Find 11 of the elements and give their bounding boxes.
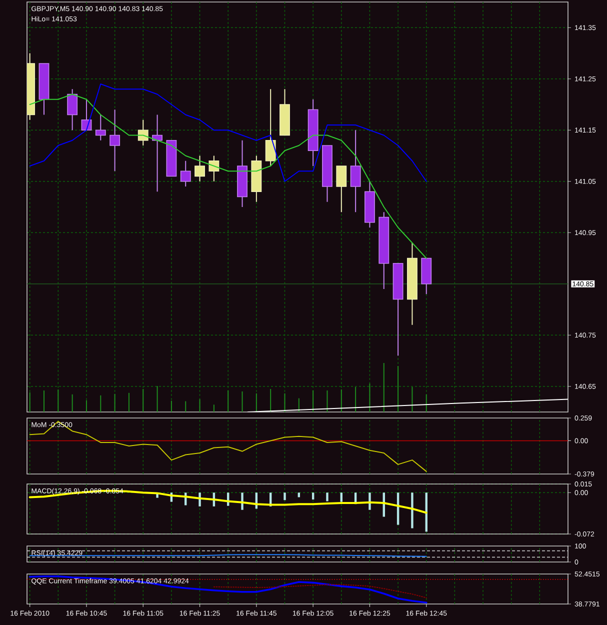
candlestick (194, 155, 205, 182)
candlestick (95, 114, 106, 141)
candlestick (265, 88, 276, 166)
candlestick (350, 130, 361, 213)
candlestick (138, 119, 148, 146)
candlestick (110, 109, 120, 172)
candlestick (67, 88, 78, 131)
candlestick (336, 166, 347, 213)
candlestick (180, 160, 191, 187)
candlestick (208, 155, 220, 182)
candlestick (152, 114, 163, 192)
